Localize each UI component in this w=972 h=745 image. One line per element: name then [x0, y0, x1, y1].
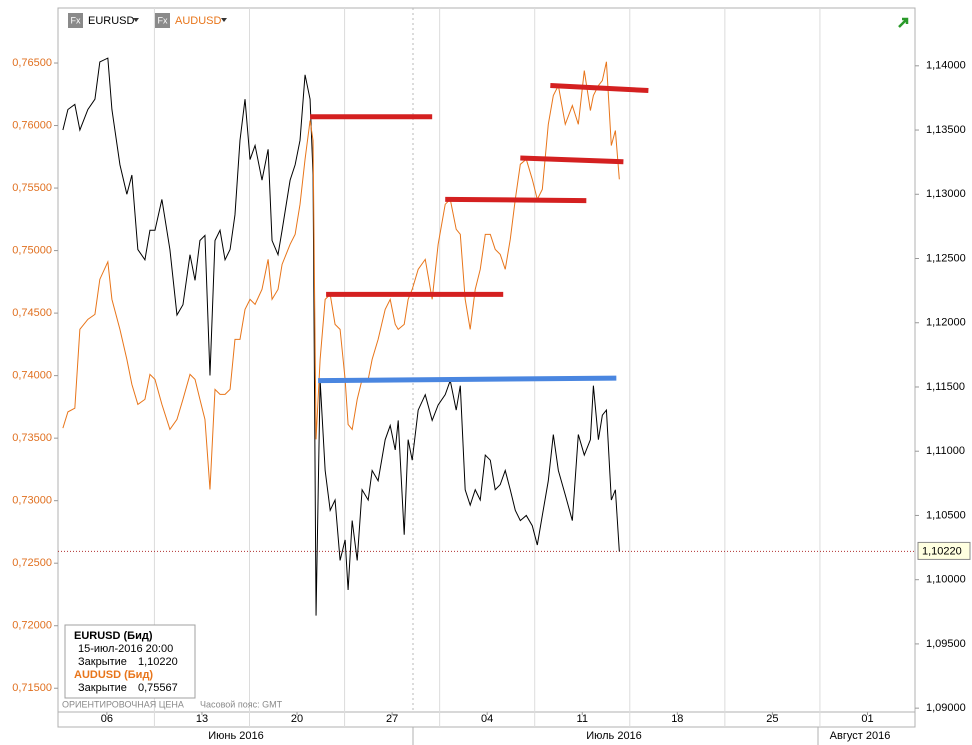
y2-tick-label: 1,13500	[926, 124, 966, 136]
info-label: Закрытие	[78, 656, 127, 668]
legend-entry[interactable]: EURUSD	[88, 15, 135, 27]
y2-tick-label: 1,10000	[926, 574, 966, 586]
x-tick-label: 01	[861, 713, 873, 725]
level-line	[318, 375, 617, 384]
marks	[58, 57, 915, 616]
y-tick-label: 0,76000	[12, 119, 52, 131]
y-tick-label: 0,76500	[12, 57, 52, 69]
last-price-label: 1,10220	[922, 545, 962, 557]
grid	[54, 8, 919, 727]
info-date: 15-июл-2016 20:00	[78, 643, 173, 655]
info-label: Закрытие	[78, 682, 127, 694]
x-tick-label: 04	[481, 713, 493, 725]
y2-tick-label: 1,14000	[926, 60, 966, 72]
dropdown-arrow[interactable]	[133, 18, 139, 22]
y2-tick-label: 1,12000	[926, 317, 966, 329]
y-tick-label: 0,71500	[12, 682, 52, 694]
dropdown-arrow[interactable]	[221, 18, 227, 22]
y2-tick-label: 1,09500	[926, 638, 966, 650]
level-line	[550, 83, 649, 94]
info-title: AUDUSD (Бид)	[74, 669, 153, 681]
y-tick-label: 0,72000	[12, 620, 52, 632]
y2-tick-label: 1,12500	[926, 252, 966, 264]
y2-tick-label: 1,10500	[926, 509, 966, 521]
legend-icon-label: Fx	[71, 15, 81, 25]
month-label: Август 2016	[830, 730, 891, 742]
month-label: Июль 2016	[586, 730, 642, 742]
y-tick-label: 0,75000	[12, 244, 52, 256]
timezone: Часовой пояс: GMT	[200, 699, 283, 709]
y-tick-label: 0,74500	[12, 307, 52, 319]
series-line	[62, 57, 620, 616]
y2-tick-label: 1,13000	[926, 188, 966, 200]
legend-icon-label: Fx	[158, 15, 168, 25]
level-line	[520, 155, 624, 165]
y-tick-label: 0,73000	[12, 495, 52, 507]
y-tick-label: 0,74000	[12, 370, 52, 382]
info-value: 0,75567	[138, 682, 178, 694]
x-tick-label: 13	[196, 713, 208, 725]
y-tick-label: 0,72500	[12, 557, 52, 569]
y-tick-label: 0,73500	[12, 432, 52, 444]
x-tick-label: 20	[291, 713, 303, 725]
info-title: EURUSD (Бид)	[74, 630, 153, 642]
y2-tick-label: 1,11500	[926, 381, 965, 393]
x-tick-label: 27	[386, 713, 398, 725]
level-line	[445, 196, 587, 204]
legend-icon[interactable]	[68, 13, 83, 28]
trend-icon[interactable]	[898, 17, 909, 28]
y-tick-label: 0,75500	[12, 182, 52, 194]
y2-tick-label: 1,09000	[926, 702, 966, 714]
x-tick-label: 25	[766, 713, 778, 725]
month-label: Июнь 2016	[208, 730, 264, 742]
series-line	[62, 61, 620, 490]
info-value: 1,10220	[138, 656, 178, 668]
footer: ОРИЕНТИРОВОЧНАЯ ЦЕНА	[62, 699, 184, 709]
last-price-badge	[917, 541, 971, 560]
info-box	[64, 624, 196, 699]
x-tick-label: 18	[671, 713, 683, 725]
legend-entry[interactable]: AUDUSD	[175, 15, 222, 27]
legend-icon[interactable]	[155, 13, 170, 28]
x-tick-label: 06	[101, 713, 113, 725]
y2-tick-label: 1,11000	[926, 445, 965, 457]
x-tick-label: 11	[577, 713, 588, 725]
